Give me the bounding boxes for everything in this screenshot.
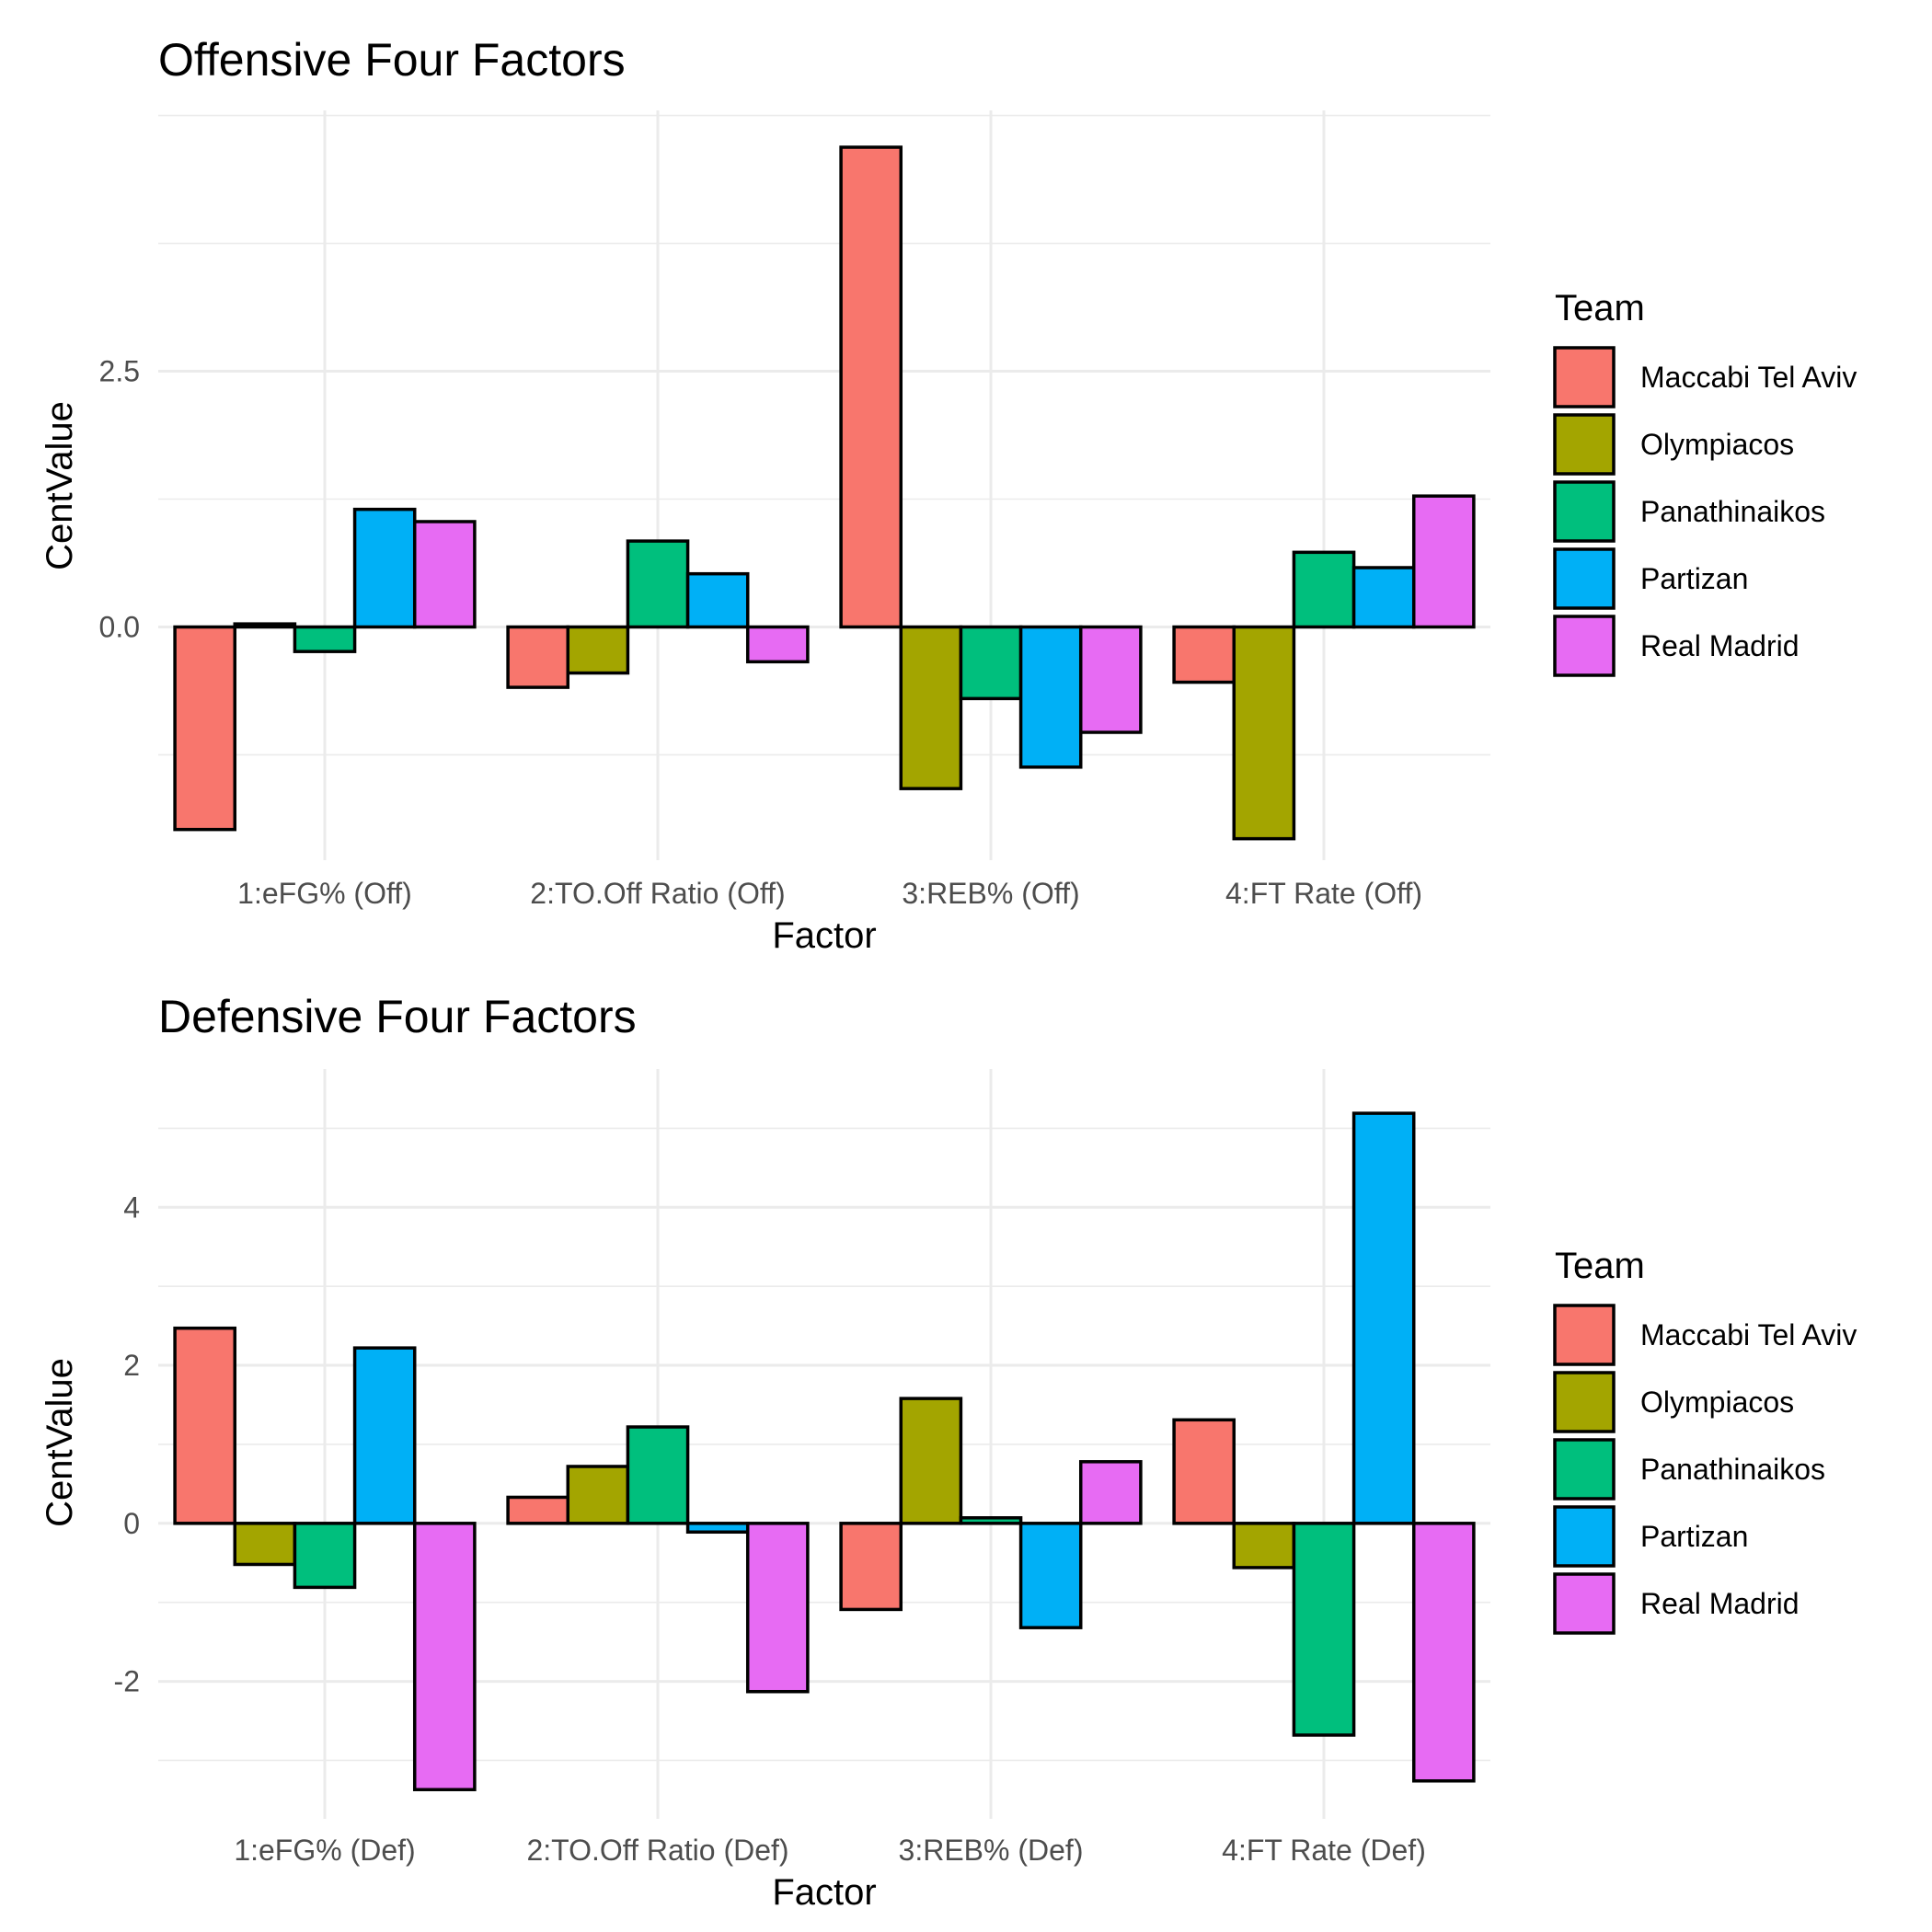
offensive-bar (1078, 625, 1143, 734)
offensive-legend: Maccabi Tel Aviv Olympiacos Panathinaikos P… (1553, 346, 1857, 677)
defensive-bar (959, 1516, 1023, 1525)
defensive-chart-title: Defensive Four Factors (158, 991, 637, 1042)
offensive-legend-label: Real Madrid (1640, 629, 1800, 662)
offensive-bar (233, 622, 297, 629)
offensive-bar (352, 507, 417, 629)
defensive-y-tick-label: 2 (123, 1349, 140, 1382)
defensive-bar (839, 1522, 903, 1612)
offensive-x-tick-label: 2:TO.Off Ratio (Off) (530, 877, 785, 910)
defensive-bar (1018, 1522, 1083, 1629)
offensive-bar (745, 625, 810, 664)
defensive-bar (1351, 1111, 1416, 1525)
offensive-bar (839, 145, 903, 629)
defensive-legend-label: Real Madrid (1640, 1587, 1800, 1620)
offensive-bar (1232, 625, 1296, 841)
offensive-chart-panel: 0.0 2.5 1:eFG% (Off) 2:TO.Off Ratio (Off) 3:… (40, 34, 1857, 956)
defensive-x-tick-label: 2:TO.Off Ratio (Def) (526, 1834, 788, 1867)
defensive-legend-swatch (1553, 1505, 1616, 1568)
defensive-y-tick-label: -2 (114, 1665, 140, 1698)
offensive-legend-swatch (1553, 346, 1616, 408)
offensive-x-axis-title: Factor (772, 915, 876, 956)
offensive-bar (1172, 625, 1236, 684)
defensive-y-tick-label: 0 (123, 1507, 140, 1540)
defensive-legend-label: Olympiacos (1640, 1386, 1794, 1419)
offensive-bar (899, 625, 963, 790)
defensive-legend-title: Team (1555, 1246, 1645, 1286)
offensive-legend-label: Partizan (1640, 562, 1748, 595)
defensive-legend-swatch (1553, 1371, 1616, 1433)
defensive-x-tick-label: 4:FT Rate (Def) (1222, 1834, 1426, 1867)
offensive-y-axis-title: CentValue (40, 401, 80, 570)
offensive-x-tick-label: 3:REB% (Off) (902, 877, 1079, 910)
defensive-legend-label: Partizan (1640, 1520, 1748, 1553)
defensive-bar (233, 1522, 297, 1567)
defensive-x-tick-label: 1:eFG% (Def) (234, 1834, 415, 1867)
defensive-bar (173, 1326, 237, 1525)
offensive-legend-title: Team (1555, 288, 1645, 328)
offensive-legend-label: Maccabi Tel Aviv (1640, 361, 1857, 394)
defensive-bar (506, 1495, 570, 1525)
defensive-legend-label: Maccabi Tel Aviv (1640, 1318, 1857, 1351)
offensive-x-tick-label: 4:FT Rate (Off) (1225, 877, 1422, 910)
defensive-bar (1292, 1522, 1356, 1737)
defensive-bar (412, 1522, 477, 1791)
offensive-legend-swatch (1553, 480, 1616, 543)
offensive-y-tick-label: 0.0 (99, 610, 140, 643)
offensive-legend-label: Panathinaikos (1640, 495, 1825, 528)
offensive-bar (685, 571, 750, 629)
offensive-bar (626, 539, 690, 629)
offensive-bar (293, 625, 357, 653)
defensive-bar (745, 1522, 810, 1694)
offensive-y-tick-label: 2.5 (99, 355, 140, 388)
offensive-bar (1018, 625, 1083, 769)
offensive-x-tick-label: 1:eFG% (Off) (237, 877, 412, 910)
offensive-bar (1351, 566, 1416, 629)
defensive-bar (899, 1397, 963, 1525)
offensive-bar (566, 625, 630, 675)
offensive-chart-title: Offensive Four Factors (158, 34, 626, 86)
defensive-bar (626, 1425, 690, 1525)
offensive-bar (412, 520, 477, 629)
defensive-legend-swatch (1553, 1304, 1616, 1366)
offensive-bar (173, 625, 237, 832)
offensive-bar (506, 625, 570, 689)
defensive-bar (685, 1522, 750, 1535)
defensive-bar (1172, 1418, 1236, 1525)
defensive-legend-swatch (1553, 1572, 1616, 1635)
defensive-bar (566, 1465, 630, 1525)
defensive-legend: Maccabi Tel Aviv Olympiacos Panathinaikos P… (1553, 1304, 1857, 1635)
defensive-bar (1411, 1522, 1476, 1783)
offensive-bar (1411, 494, 1476, 629)
offensive-legend-label: Olympiacos (1640, 428, 1794, 461)
offensive-bar (1292, 550, 1356, 629)
defensive-legend-label: Panathinaikos (1640, 1453, 1825, 1486)
defensive-chart-panel: -2 0 2 4 1:eFG% (Def) 2:TO.Off Ratio (Def) 3:R… (40, 991, 1857, 1913)
defensive-bar (1078, 1460, 1143, 1525)
defensive-x-tick-label: 3:REB% (Def) (899, 1834, 1084, 1867)
defensive-x-axis-title: Factor (772, 1872, 876, 1913)
defensive-legend-swatch (1553, 1438, 1616, 1501)
defensive-y-tick-label: 4 (123, 1190, 140, 1224)
defensive-bar (293, 1522, 357, 1590)
offensive-legend-swatch (1553, 413, 1616, 476)
offensive-legend-swatch (1553, 547, 1616, 610)
offensive-legend-swatch (1553, 615, 1616, 677)
defensive-bar (352, 1346, 417, 1525)
defensive-y-axis-title: CentValue (40, 1358, 80, 1527)
defensive-bar (1232, 1522, 1296, 1570)
offensive-bar (959, 625, 1023, 701)
